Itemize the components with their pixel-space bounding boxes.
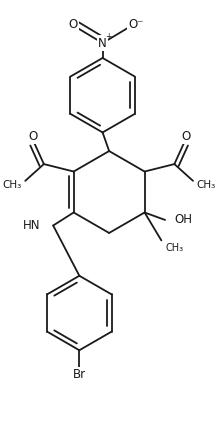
Text: O: O bbox=[181, 130, 190, 143]
Text: N: N bbox=[98, 37, 107, 49]
Text: CH₃: CH₃ bbox=[3, 180, 22, 190]
Text: OH: OH bbox=[174, 213, 192, 226]
Text: O: O bbox=[68, 18, 78, 31]
Text: O: O bbox=[28, 130, 37, 143]
Text: CH₃: CH₃ bbox=[165, 243, 183, 253]
Text: O⁻: O⁻ bbox=[128, 18, 144, 31]
Text: CH₃: CH₃ bbox=[196, 180, 216, 190]
Text: HN: HN bbox=[23, 219, 40, 232]
Text: Br: Br bbox=[73, 368, 86, 381]
Text: +: + bbox=[105, 32, 112, 41]
